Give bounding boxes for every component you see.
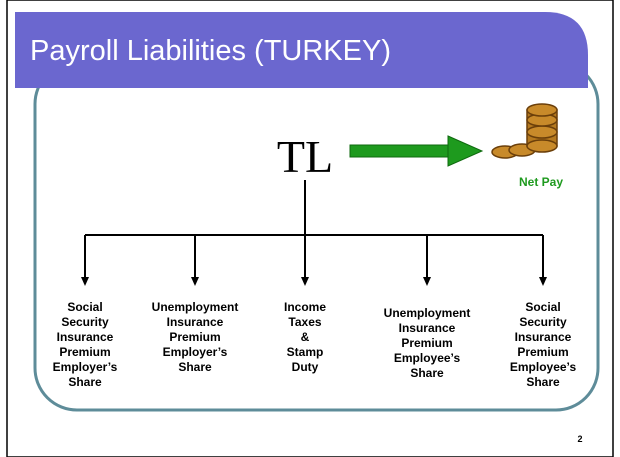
slide: Payroll Liabilities (TURKEY) TL Net Pay … xyxy=(0,0,620,457)
item-label-line: Security xyxy=(519,315,567,329)
item-label-line: Share xyxy=(410,366,444,380)
item-label-line: Insurance xyxy=(57,330,114,344)
item-label-line: Employer’s xyxy=(163,345,228,359)
item-label-line: Employer’s xyxy=(53,360,118,374)
root-label: TL xyxy=(277,131,333,182)
item-label-line: Stamp xyxy=(287,345,324,359)
item-label-line: Insurance xyxy=(515,330,572,344)
page-number: 2 xyxy=(577,434,582,444)
item-label-line: Premium xyxy=(401,336,452,350)
item-label-line: Employee’s xyxy=(510,360,577,374)
item-label-line: Premium xyxy=(169,330,220,344)
item-label-line: Income xyxy=(284,300,326,314)
item-label-line: Unemployment xyxy=(384,306,471,320)
item-label-line: Insurance xyxy=(399,321,456,335)
output-label: Net Pay xyxy=(519,175,563,189)
item-label-line: Employee’s xyxy=(394,351,461,365)
item-label-line: Social xyxy=(67,300,102,314)
item-label-line: Premium xyxy=(59,345,110,359)
title: Payroll Liabilities (TURKEY) xyxy=(30,35,391,67)
item-label-line: Taxes xyxy=(288,315,321,329)
item-label-line: Share xyxy=(178,360,212,374)
item-label-line: Insurance xyxy=(167,315,224,329)
item-label-line: Share xyxy=(68,375,102,389)
item-label-line: Unemployment xyxy=(152,300,239,314)
item-label-line: Premium xyxy=(517,345,568,359)
item-label-line: Share xyxy=(526,375,560,389)
item-label-line: & xyxy=(301,330,310,344)
item-label-line: Security xyxy=(61,315,109,329)
item-label-line: Social xyxy=(525,300,560,314)
item-label-line: Duty xyxy=(292,360,319,374)
